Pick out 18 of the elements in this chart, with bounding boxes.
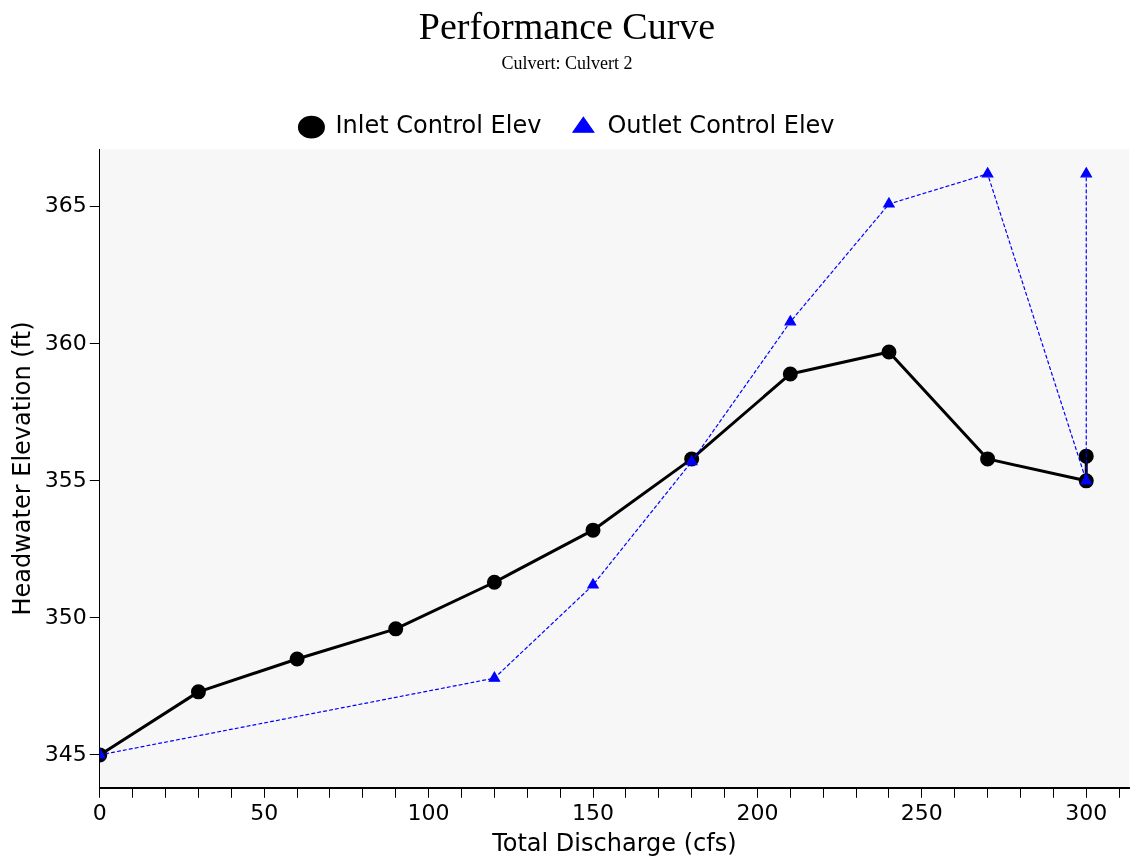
x-tick-label: 0: [92, 799, 107, 825]
y-tick-label: 360: [44, 329, 87, 355]
y-tick-label: 365: [44, 192, 87, 218]
x-axis-title: Total Discharge (cfs): [491, 828, 737, 857]
chart-title: Performance Curve: [418, 4, 716, 47]
y-tick-label: 350: [44, 603, 87, 629]
x-tick-label: 200: [736, 799, 779, 825]
x-tick-label: 300: [1065, 799, 1108, 825]
legend-label: Outlet Control Elev: [607, 111, 835, 140]
x-tick-label: 150: [572, 799, 615, 825]
chart-subtitle: Culvert: Culvert 2: [501, 53, 633, 74]
x-tick-label: 250: [900, 799, 943, 825]
y-tick-label: 345: [44, 740, 87, 766]
x-tick-label: 100: [407, 799, 450, 825]
x-tick-label: 50: [250, 799, 279, 825]
legend-label: Inlet Control Elev: [335, 111, 542, 140]
y-axis-title: Headwater Elevation (ft): [7, 321, 36, 616]
y-tick-label: 355: [44, 466, 87, 492]
